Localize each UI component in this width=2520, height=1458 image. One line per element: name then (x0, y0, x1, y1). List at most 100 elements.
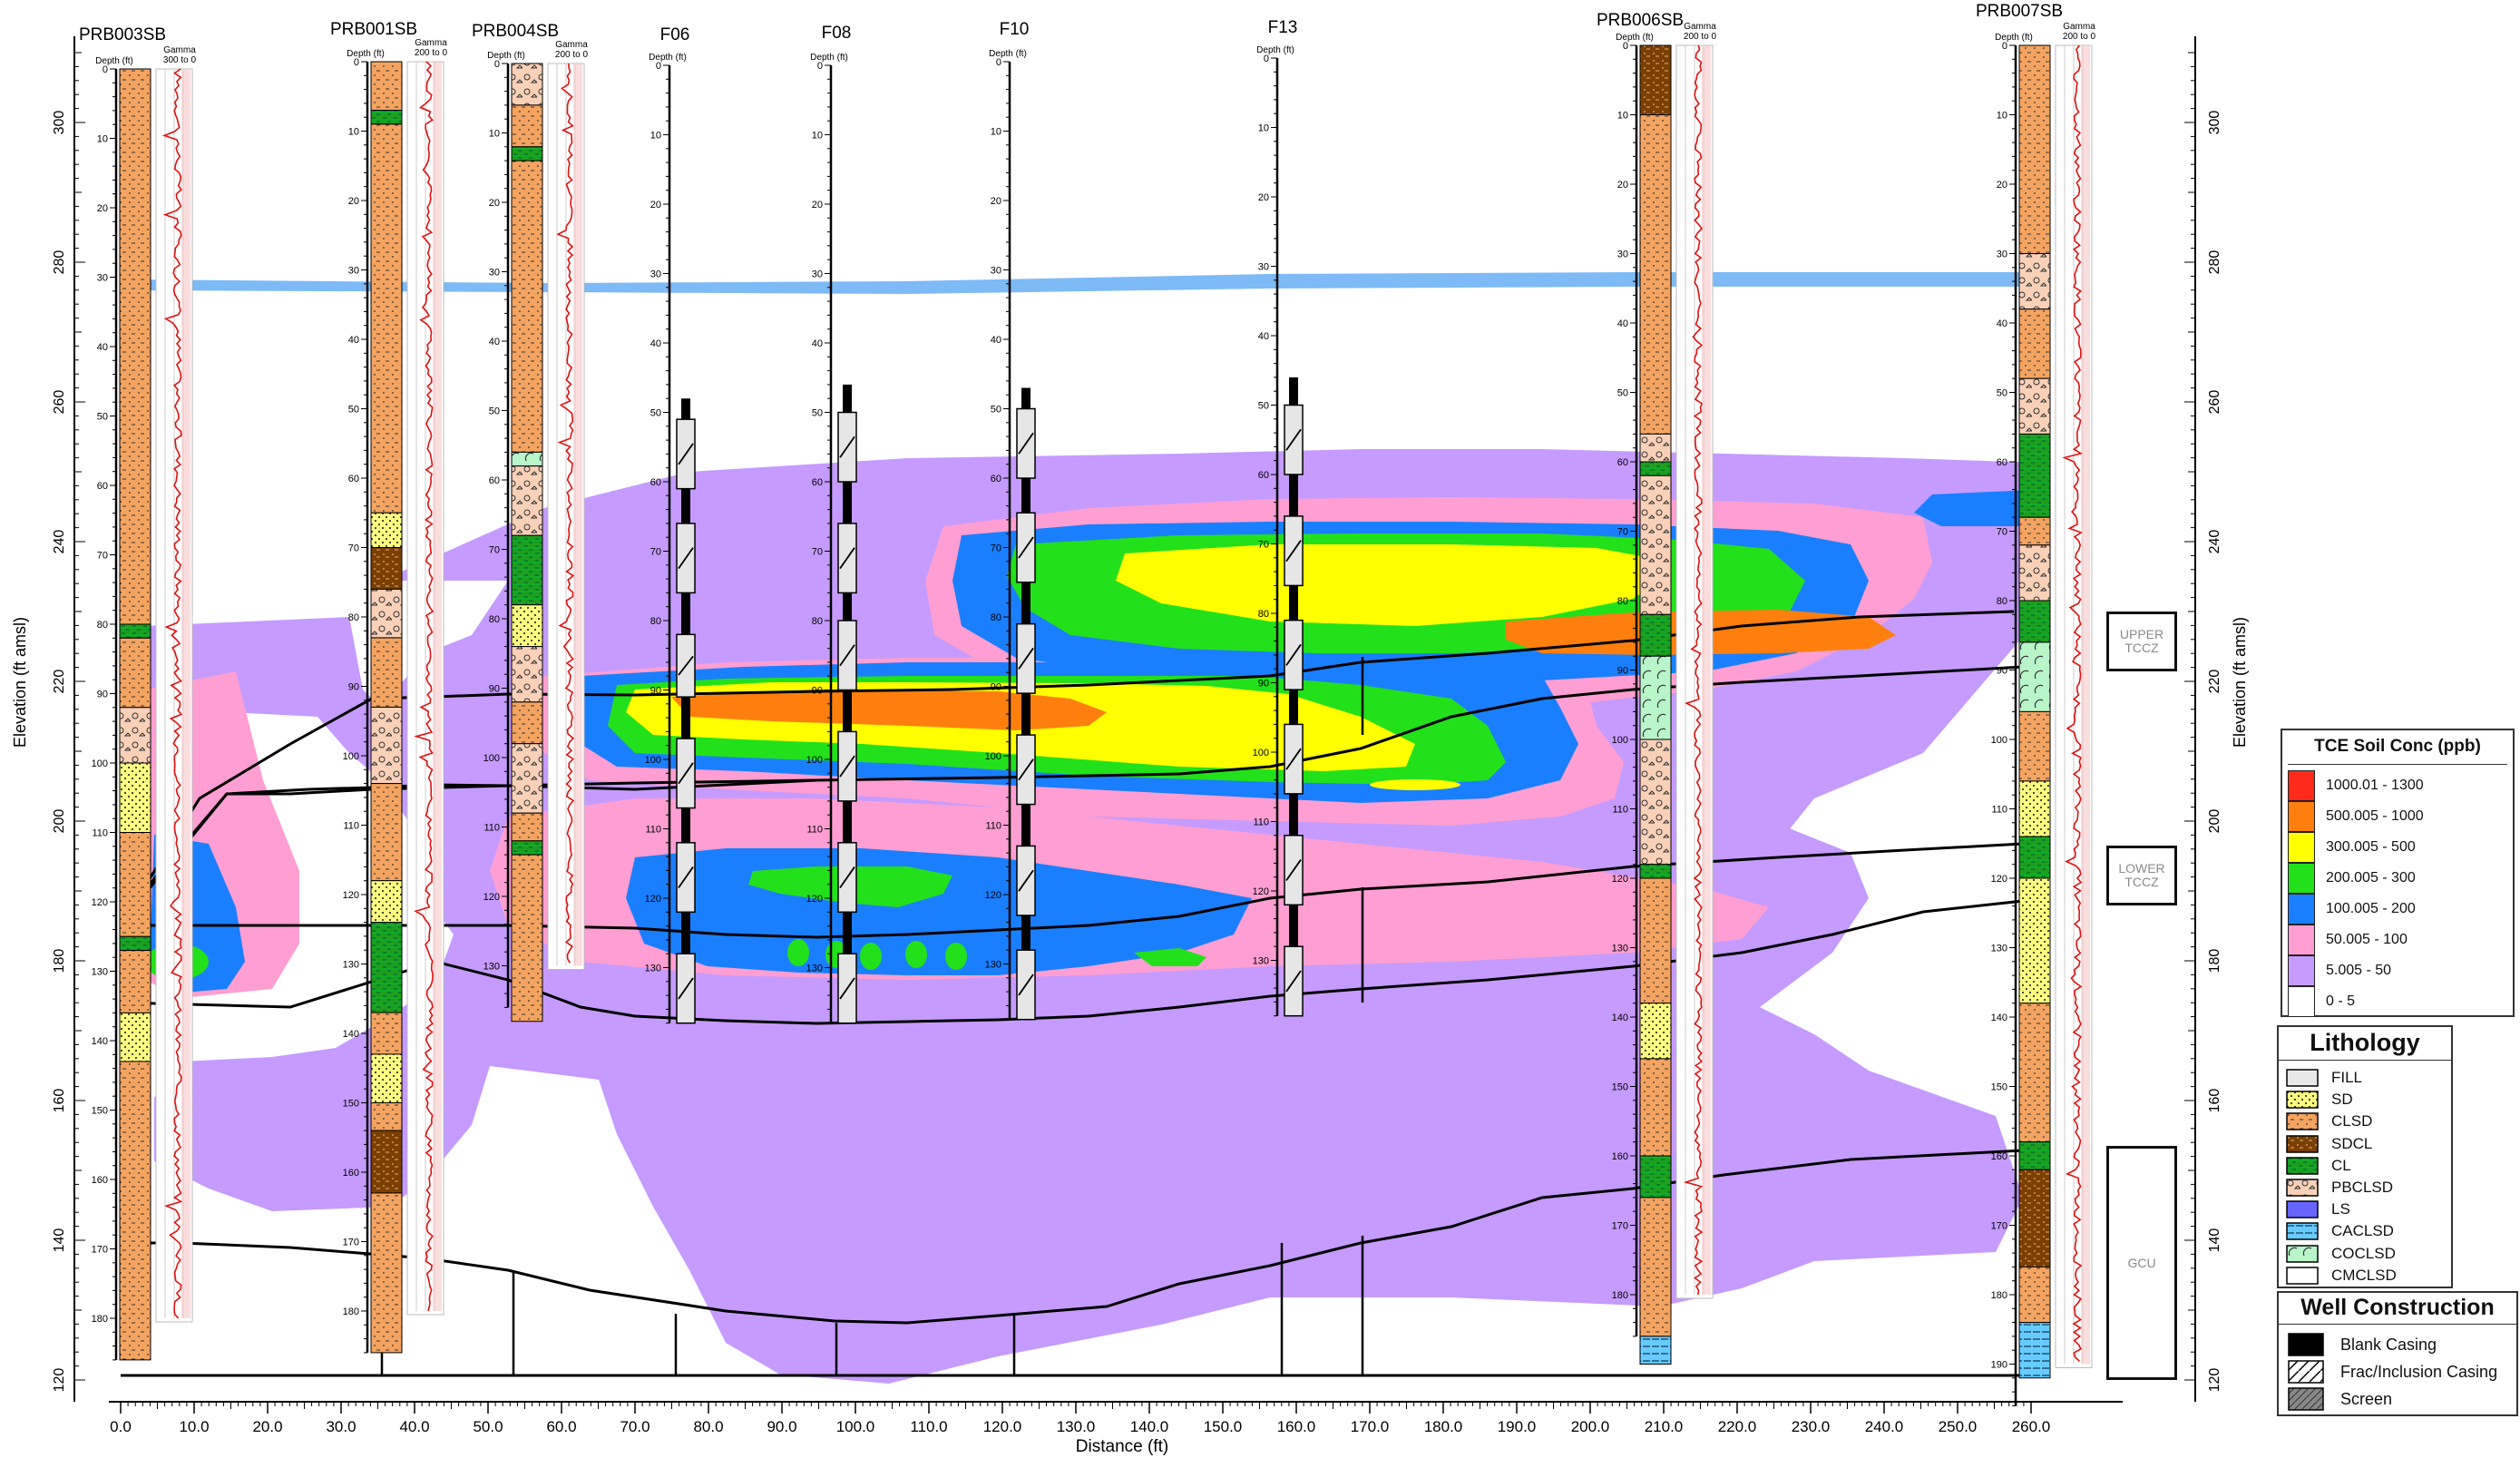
depth-tick-label: 80 (1617, 596, 1628, 607)
frac-slash (1285, 540, 1302, 563)
zone-gcu-label: GCU (2127, 1255, 2156, 1270)
depth-tick-label: 20 (1997, 180, 2007, 191)
lithology-legend-label: LS (2331, 1200, 2350, 1218)
depth-header: Depth (ft) (1995, 33, 2033, 43)
depth-tick-label: 30 (650, 269, 661, 280)
lithology-legend-swatch (2286, 1112, 2319, 1131)
tce-legend-item: 1000.01 - 1300 (2288, 770, 2424, 801)
depth-tick-label: 180 (343, 1306, 359, 1317)
lith-interval-sdcl (2018, 1169, 2051, 1267)
depth-tick-label: 90 (348, 682, 359, 693)
gamma-range: 200 to 0 (2063, 32, 2096, 42)
lith-interval-clsd (370, 123, 403, 514)
gamma-shade (1702, 45, 1711, 1295)
depth-tick-label: 40 (348, 335, 359, 346)
borehole-prb001sb: PRB001SB Depth (ft)0 10 20 30 40 50 60 70 80 90 100… (330, 20, 448, 1354)
depth-tick-label: 140 (1991, 1013, 2007, 1023)
depth-tick-label: 90 (650, 686, 661, 697)
lith-interval-clsd (2018, 516, 2051, 546)
zone-upper-tccz: UPPER TCCZ (2106, 612, 2177, 671)
lith-interval-clsd (511, 160, 543, 453)
lith-interval-cl (511, 146, 543, 161)
depth-tick-label: 170 (92, 1245, 108, 1256)
tce-legend-label: 50.005 - 100 (2326, 932, 2408, 947)
well-legend-item: Screen (2288, 1387, 2392, 1411)
borehole-prb003sb: PRB003SB Depth (ft)0 10 20 30 40 50 60 70 80 90 100… (79, 25, 197, 1361)
lith-interval-clsd (370, 61, 403, 112)
depth-tick-label: 10 (1617, 111, 1628, 122)
lith-interval-clsd (370, 783, 403, 882)
lithology-legend-item: CMCLSD (2286, 1267, 2397, 1285)
depth-tick-label: 80 (97, 620, 108, 631)
depth-tick-label: 50 (1617, 388, 1628, 399)
x-tick-label: 200.0 (1571, 1418, 1610, 1435)
depth-header: Depth (ft) (989, 49, 1027, 59)
x-tick-label: 120.0 (983, 1418, 1022, 1435)
x-tick-label: 170.0 (1351, 1418, 1390, 1435)
gamma-label: Gamma (1684, 22, 1716, 32)
depth-tick-label: 10 (650, 131, 661, 142)
lithology-legend: Lithology FILL SD CLSD SDCL CL PBCLSD LS CACLSD… (2277, 1025, 2453, 1288)
frac-slash (1285, 748, 1302, 770)
plume-200to300-blob (787, 939, 809, 966)
depth-tick-label: 30 (991, 266, 1001, 277)
lith-interval-pbclsd (2018, 544, 2051, 602)
plume-200to300-blob (860, 943, 882, 970)
tce-legend-label: 0 - 5 (2326, 993, 2356, 1009)
lith-interval-cl (511, 840, 543, 856)
depth-tick-label: 40 (1617, 318, 1628, 329)
frac-slash (1018, 758, 1034, 781)
well-legend-title: Well Construction (2279, 1293, 2516, 1325)
depth-tick-label: 20 (991, 196, 1001, 207)
depth-header: Depth (ft) (810, 53, 848, 63)
gamma-label: Gamma (415, 38, 447, 48)
borehole-name: F10 (1000, 20, 1030, 39)
depth-tick-label: 50 (1258, 401, 1269, 412)
elev-tick-label: 120 (52, 1368, 67, 1393)
plume-300to500-upper (1116, 544, 1660, 626)
well-legend-label: Frac/Inclusion Casing (2340, 1362, 2498, 1381)
plume-200to300-blob (905, 941, 927, 968)
lithology-legend-swatch (2286, 1267, 2319, 1285)
depth-tick-label: 80 (812, 616, 823, 627)
elev-axis-title-left: Elevation (ft amsl) (11, 617, 29, 748)
depth-tick-label: 40 (489, 337, 500, 347)
depth-tick-label: 130 (483, 962, 500, 973)
frac-slash (1018, 647, 1034, 670)
lithology-legend-item: LS (2286, 1200, 2350, 1218)
depth-tick-label: 10 (97, 134, 108, 145)
lithology-legend-swatch (2286, 1244, 2319, 1263)
lith-interval-caclsd (2018, 1322, 2051, 1379)
lith-interval-sd (1639, 1003, 1672, 1060)
depth-tick-label: 120 (1253, 886, 1269, 897)
depth-header: Depth (ft) (487, 51, 525, 61)
lithology-legend-label: CLSD (2331, 1112, 2373, 1130)
depth-tick-label: 10 (489, 129, 500, 140)
depth-tick-label: 160 (343, 1168, 359, 1179)
depth-tick-label: 30 (1258, 262, 1269, 273)
lith-interval-pbclsd (2018, 253, 2051, 310)
depth-tick-label: 100 (343, 751, 359, 762)
depth-tick-label: 90 (1258, 679, 1269, 690)
depth-tick-label: 0 (2002, 41, 2007, 52)
lith-interval-caclsd (1639, 1336, 1672, 1365)
zone-gcu: GCU (2106, 1146, 2177, 1380)
depth-tick-label: 0 (494, 59, 500, 70)
lith-interval-pbclsd (2018, 377, 2051, 435)
tce-legend-swatch (2288, 801, 2315, 832)
elev-tick-label: 120 (2207, 1368, 2222, 1393)
lithology-legend-item: SDCL (2286, 1135, 2372, 1153)
tce-legend-swatch (2288, 832, 2315, 863)
depth-tick-label: 50 (650, 408, 661, 419)
lith-interval-clsd (1639, 1197, 1672, 1337)
tce-legend-item: 0 - 5 (2288, 986, 2355, 1017)
tce-legend-item: 100.005 - 200 (2288, 894, 2416, 925)
lith-interval-clsd (370, 1012, 403, 1055)
depth-tick-label: 110 (1991, 805, 2007, 816)
well-legend-swatch (2288, 1360, 2324, 1384)
depth-tick-label: 130 (645, 964, 661, 974)
depth-tick-label: 20 (348, 196, 359, 207)
lithology-legend-item: CLSD (2286, 1112, 2373, 1131)
lith-interval-clsd (119, 68, 151, 625)
depth-tick-label: 100 (1253, 748, 1269, 758)
